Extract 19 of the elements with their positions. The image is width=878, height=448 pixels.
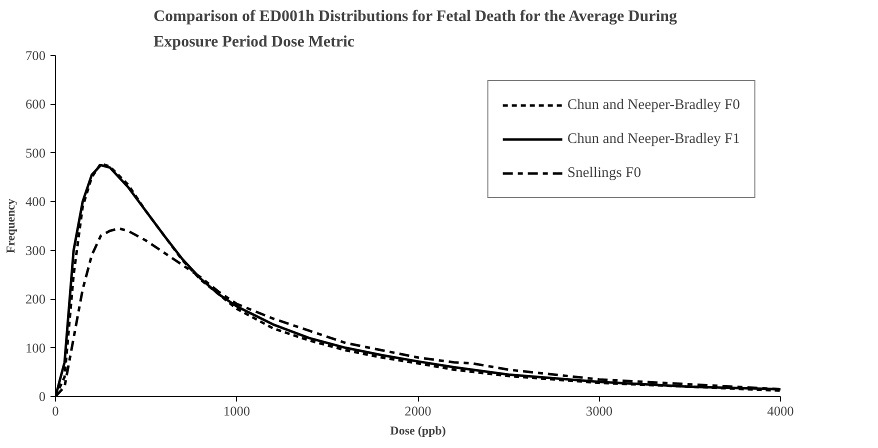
- legend-label: Chun and Neeper-Bradley F0: [567, 96, 740, 114]
- x-tick-label: 4000: [767, 404, 794, 418]
- x-tick-label: 2000: [404, 404, 432, 418]
- y-tick-label: 700: [26, 48, 46, 63]
- y-tick-label: 500: [26, 145, 46, 160]
- x-tick-label: 1000: [223, 404, 250, 418]
- y-tick-label: 200: [26, 292, 46, 307]
- y-axis-title: Frequency: [4, 198, 18, 254]
- legend-label: Snellings F0: [567, 164, 642, 182]
- y-tick-label: 300: [26, 242, 46, 258]
- x-tick-label: 0: [52, 404, 60, 418]
- y-tick-label: 100: [26, 340, 46, 356]
- y-tick-label: 400: [26, 194, 46, 210]
- legend-label: Chun and Neeper-Bradley F1: [567, 130, 740, 148]
- x-axis-title: Dose (ppb): [390, 424, 446, 438]
- y-tick-label: 0: [38, 389, 46, 404]
- chart-title: Comparison of ED001h Distributions for Fetal Death for the Average During Exposure Period Dose Metric: [154, 8, 678, 50]
- x-tick-label: 3000: [586, 404, 613, 418]
- y-tick-label: 600: [26, 96, 46, 112]
